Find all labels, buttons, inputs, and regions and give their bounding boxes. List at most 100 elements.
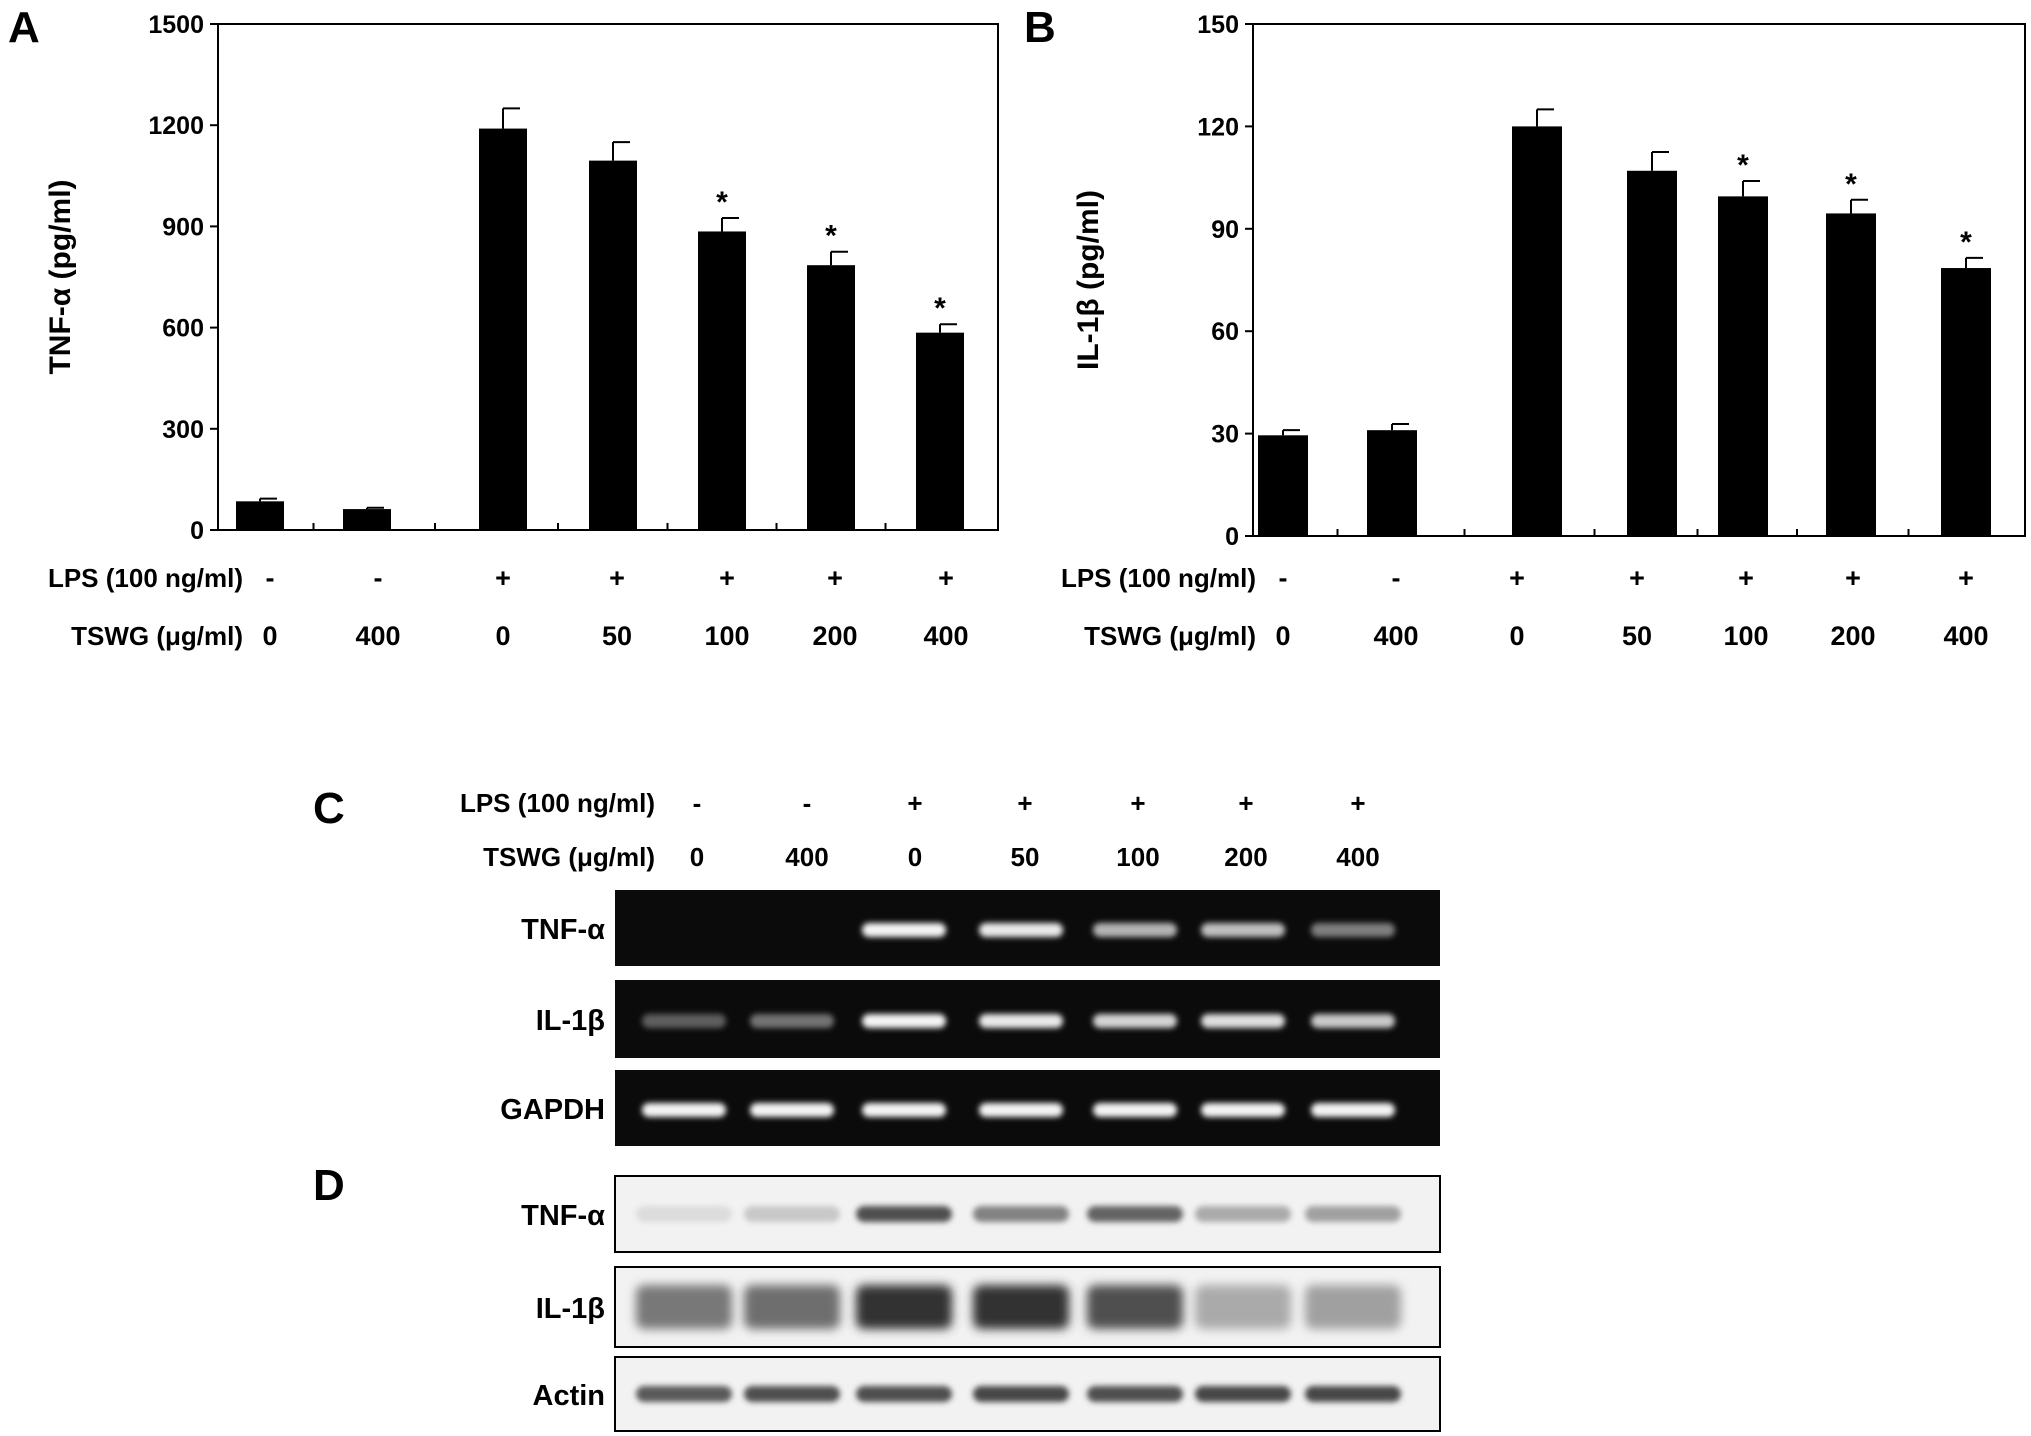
band <box>1305 1386 1401 1402</box>
condition-value: 0 <box>1509 621 1524 651</box>
condition-value: + <box>938 563 954 593</box>
tswg-label-b: TSWG (μg/ml) <box>1084 621 1256 651</box>
tswg-label-c: TSWG (μg/ml) <box>483 842 655 872</box>
condition-value: 0 <box>1275 621 1290 651</box>
gel-row-label: GAPDH <box>500 1094 605 1126</box>
bar <box>236 501 284 530</box>
lps-label-c: LPS (100 ng/ml) <box>460 788 655 818</box>
panel-letter-a: A <box>8 3 40 52</box>
conditions-a: LPS (100 ng/ml) TSWG (μg/ml) - - + + + + + 0 40… <box>48 563 969 651</box>
condition-value: + <box>1238 788 1253 818</box>
condition-value: 100 <box>704 621 749 651</box>
condition-value: + <box>1509 563 1525 593</box>
condition-value: 50 <box>602 621 632 651</box>
lps-values-a: - - + + + + + <box>266 563 954 593</box>
band <box>979 923 1063 937</box>
condition-value: + <box>1958 563 1974 593</box>
y-tick-label: 600 <box>162 315 204 343</box>
band <box>750 1014 834 1028</box>
gel-row-label: IL-1β <box>536 1005 605 1037</box>
significance-marker: * <box>825 220 837 253</box>
tswg-values-a: 0 400 0 50 100 200 400 <box>262 621 968 651</box>
rt-pcr-gel: TNF-α IL-1β GAPDH <box>500 890 1440 1146</box>
band <box>1201 1103 1285 1117</box>
gel-row-label: TNF-α <box>521 914 605 946</box>
band <box>862 1103 946 1117</box>
band <box>1087 1285 1183 1329</box>
band <box>1305 1285 1401 1329</box>
significance-marker: * <box>1845 168 1857 201</box>
y-tick-label: 300 <box>162 416 204 444</box>
band <box>1305 1206 1401 1222</box>
condition-value: 0 <box>908 842 922 872</box>
condition-value: + <box>495 563 511 593</box>
condition-value: 400 <box>1336 842 1379 872</box>
bar <box>589 160 637 530</box>
condition-value: 400 <box>923 621 968 651</box>
significance-marker: * <box>716 186 728 219</box>
gel-row-label: IL-1β <box>536 1293 605 1325</box>
chart-b: 0 30 60 90 120 150 * * * IL-1β (pg/ml) <box>1072 11 2026 551</box>
y-tick-label: 1200 <box>148 112 204 140</box>
bar <box>807 265 855 530</box>
band <box>979 1103 1063 1117</box>
condition-value: 400 <box>1943 621 1988 651</box>
gel-row: TNF-α <box>521 1175 1441 1253</box>
condition-value: - <box>1279 563 1288 593</box>
chart-a: 0 300 600 900 1200 1500 * * * TNF-α (pg/ml) <box>44 11 999 545</box>
condition-value: 200 <box>812 621 857 651</box>
y-tick-label: 0 <box>1225 523 1239 551</box>
condition-value: - <box>374 563 383 593</box>
significance-marker: * <box>1737 149 1749 182</box>
bar <box>1941 268 1991 536</box>
bar <box>479 128 527 530</box>
bar <box>1826 213 1876 536</box>
gel-row-label: TNF-α <box>521 1200 605 1232</box>
y-tick-label: 30 <box>1211 421 1239 449</box>
band <box>973 1206 1069 1222</box>
bar <box>343 509 391 530</box>
band <box>636 1386 732 1402</box>
band <box>1093 1103 1177 1117</box>
bar <box>1718 196 1768 536</box>
band <box>1195 1386 1291 1402</box>
band <box>1201 1014 1285 1028</box>
lps-label-b: LPS (100 ng/ml) <box>1061 563 1256 593</box>
y-tick-label: 90 <box>1211 216 1239 244</box>
band <box>1093 923 1177 937</box>
panel-letter-b: B <box>1024 3 1056 52</box>
significance-marker: * <box>934 292 946 325</box>
condition-value: 100 <box>1116 842 1159 872</box>
condition-value: - <box>693 788 702 818</box>
condition-value: 400 <box>355 621 400 651</box>
condition-value: 400 <box>785 842 828 872</box>
bar <box>1367 430 1417 536</box>
bar <box>1627 170 1677 537</box>
condition-value: + <box>1130 788 1145 818</box>
condition-value: 200 <box>1224 842 1267 872</box>
band <box>636 1206 732 1222</box>
band <box>750 1103 834 1117</box>
condition-value: - <box>266 563 275 593</box>
tswg-values-b: 0 400 0 50 100 200 400 <box>1275 621 1988 651</box>
band <box>1195 1206 1291 1222</box>
condition-value: + <box>907 788 922 818</box>
condition-value: 400 <box>1373 621 1418 651</box>
y-tick-label: 150 <box>1197 11 1239 39</box>
band <box>1087 1206 1183 1222</box>
gel-row: GAPDH <box>500 1070 1440 1146</box>
lps-values-c: - - + + + + + <box>693 788 1366 818</box>
condition-value: - <box>803 788 812 818</box>
band <box>856 1386 952 1402</box>
conditions-c: LPS (100 ng/ml) TSWG (μg/ml) - - + + + + + 0 40… <box>460 788 1380 872</box>
western-blot: TNF-α IL-1β Actin <box>521 1175 1441 1432</box>
band <box>744 1386 840 1402</box>
condition-value: + <box>827 563 843 593</box>
band <box>1311 1103 1395 1117</box>
condition-value: + <box>1350 788 1365 818</box>
condition-value: 0 <box>495 621 510 651</box>
band <box>973 1386 1069 1402</box>
gel-row: Actin <box>533 1356 1441 1432</box>
band <box>1195 1285 1291 1329</box>
